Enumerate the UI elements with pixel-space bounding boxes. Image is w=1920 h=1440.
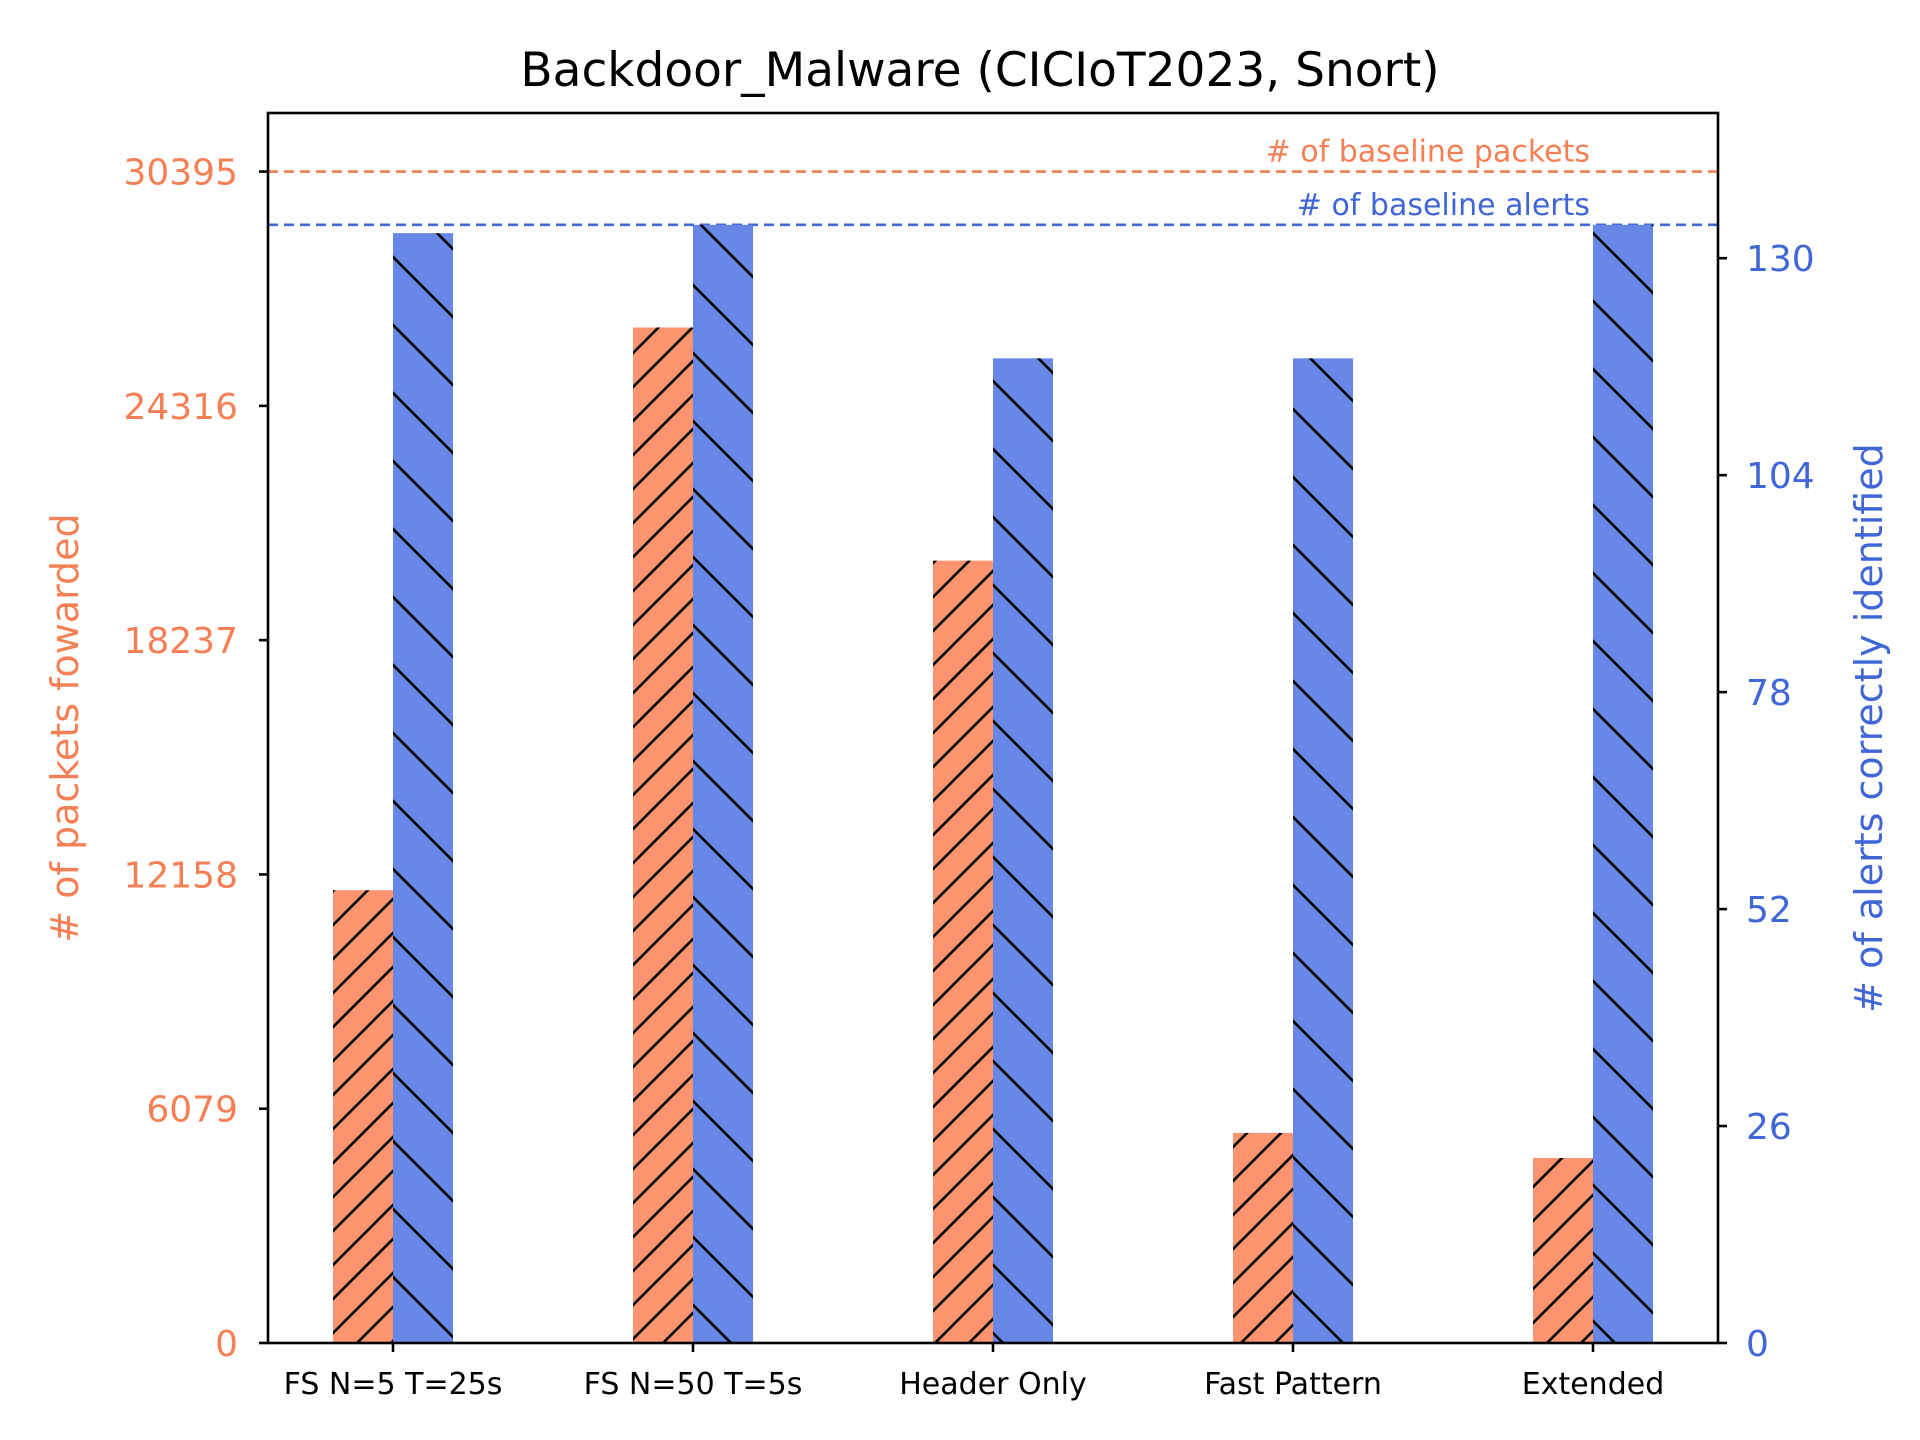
bar-alerts-2: [693, 224, 753, 1344]
reference-line-label-2: # of baseline alerts: [1297, 188, 1590, 223]
x-tick-label-2: FS N=50 T=5s: [584, 1367, 803, 1402]
bar-packets-2: [633, 327, 693, 1344]
bar-alerts-4: [1293, 358, 1353, 1344]
right-y-axis: 0 26 52 78 104 130: [1718, 239, 1815, 1365]
left-tick-label-1: 0: [215, 1324, 238, 1365]
right-tick-label-2: 26: [1746, 1107, 1792, 1148]
left-y-axis: 0 6079 12158 18237 24316 30395: [123, 153, 268, 1365]
left-axis-label: # of packets fowarded: [43, 513, 87, 942]
bar-alerts-1: [393, 233, 453, 1343]
right-tick-label-3: 52: [1746, 890, 1792, 931]
x-tick-label-3: Header Only: [899, 1367, 1087, 1402]
bar-packets-5: [1533, 1158, 1593, 1343]
left-tick-label-6: 30395: [123, 153, 238, 194]
right-tick-label-5: 104: [1746, 456, 1815, 497]
right-tick-label-6: 130: [1746, 239, 1815, 280]
x-tick-label-5: Extended: [1522, 1367, 1665, 1402]
left-tick-label-3: 12158: [123, 855, 238, 896]
right-tick-label-4: 78: [1746, 673, 1792, 714]
bar-alerts-5: [1593, 224, 1653, 1344]
bar-packets-4: [1233, 1132, 1293, 1343]
left-tick-label-5: 24316: [123, 387, 238, 428]
x-axis: FS N=5 T=25s FS N=50 T=5s Header Only Fast …: [284, 1343, 1665, 1402]
chart-title: Backdoor_Malware (CICIoT2023, Snort): [520, 43, 1439, 98]
bar-alerts-3: [993, 358, 1053, 1344]
bar-packets-1: [333, 890, 393, 1343]
bar-packets-3: [933, 560, 993, 1343]
x-tick-label-4: Fast Pattern: [1204, 1367, 1382, 1402]
bars-group: [333, 224, 1653, 1344]
right-tick-label-1: 0: [1746, 1324, 1769, 1365]
left-tick-label-4: 18237: [123, 621, 238, 662]
reference-line-label-1: # of baseline packets: [1266, 135, 1590, 170]
reference-lines: # of baseline packets # of baseline alert…: [268, 135, 1718, 227]
right-axis-label: # of alerts correctly identified: [1847, 443, 1891, 1012]
left-tick-label-2: 6079: [146, 1090, 238, 1131]
x-tick-label-1: FS N=5 T=25s: [284, 1367, 503, 1402]
